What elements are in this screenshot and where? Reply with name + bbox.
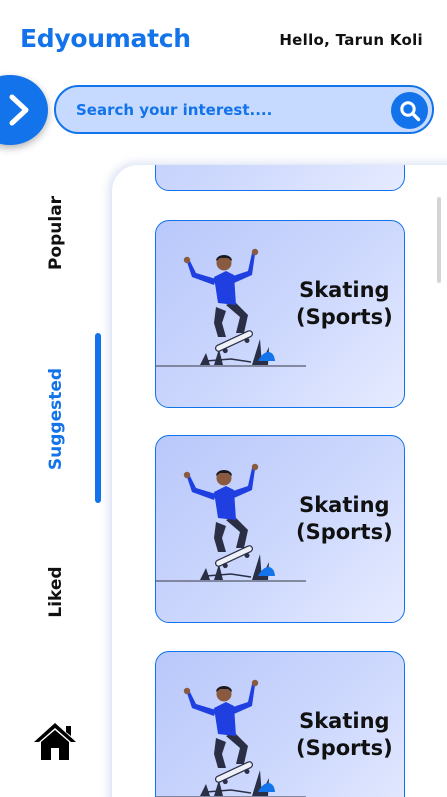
card-title: Skating (Sports) [296,708,393,762]
card-title-line1: Skating [299,493,390,517]
search-bar [54,85,434,134]
home-button[interactable] [32,720,78,762]
tab-liked[interactable]: Liked [46,566,66,618]
tab-popular[interactable]: Popular [46,195,66,271]
home-icon [34,723,76,760]
category-tabs: Popular Suggested Liked [0,165,112,797]
tab-suggested[interactable]: Suggested [46,367,66,471]
card-title-line1: Skating [299,278,390,302]
card-title: Skating (Sports) [296,277,393,331]
search-input[interactable] [76,97,376,123]
card-title-line1: Skating [299,709,390,733]
skater-illustration [156,463,306,582]
search-icon [399,100,420,121]
card-title-line2: (Sports) [296,736,393,760]
brand-title: Edyoumatch [20,24,191,53]
card-title: Skating (Sports) [296,492,393,546]
card-title-line2: (Sports) [296,520,393,544]
scrollbar[interactable] [437,197,441,283]
course-card[interactable]: Skating (Sports) [155,220,405,408]
chevron-right-icon [9,94,29,126]
skater-illustration [156,248,306,367]
card-title-line2: (Sports) [296,305,393,329]
search-button[interactable] [391,92,428,129]
course-card-partial[interactable] [155,165,405,191]
active-tab-indicator [95,333,101,503]
course-card[interactable]: Skating (Sports) [155,651,405,797]
menu-button[interactable] [0,75,48,145]
content-panel: Skating (Sports) Skating [112,165,447,797]
course-card[interactable]: Skating (Sports) [155,435,405,623]
skater-illustration [156,679,306,797]
user-greeting: Hello, Tarun Koli [279,31,423,49]
